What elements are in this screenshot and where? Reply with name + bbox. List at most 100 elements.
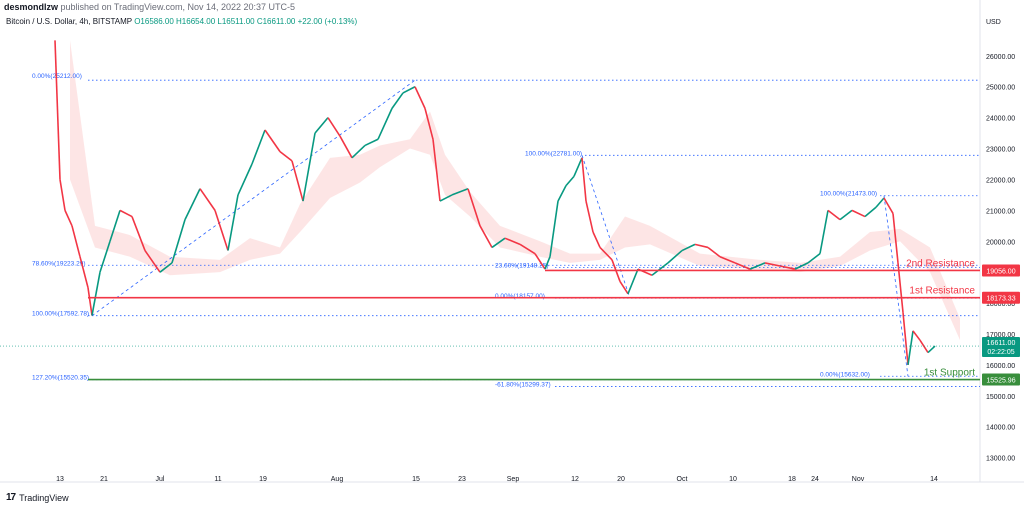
y-tick-label: 22000.00 bbox=[986, 177, 1015, 184]
fib-level-label: 0.00%(15632.00) bbox=[820, 371, 870, 378]
price-segment bbox=[565, 175, 575, 187]
price-segment bbox=[619, 281, 629, 295]
price-segment bbox=[827, 209, 841, 221]
y-tick-label: 24000.00 bbox=[986, 116, 1015, 123]
price-segment bbox=[764, 262, 781, 267]
price-segment bbox=[875, 197, 885, 208]
price-tag-bg bbox=[982, 264, 1020, 277]
fib-level-label: 100.00%(22781.00) bbox=[525, 150, 582, 157]
price-segment bbox=[87, 287, 93, 316]
fib-level-label: 100.00%(21473.00) bbox=[820, 191, 877, 198]
y-tick-label: 20000.00 bbox=[986, 239, 1015, 246]
price-segment bbox=[681, 243, 696, 252]
price-segment bbox=[592, 231, 601, 248]
price-segment bbox=[557, 185, 567, 202]
price-segment bbox=[892, 213, 899, 263]
x-tick-label: 11 bbox=[214, 476, 221, 483]
key-level-label: 1st Resistance bbox=[909, 286, 975, 297]
key-level-label: 1st Support bbox=[924, 368, 975, 379]
price-segment bbox=[549, 200, 559, 257]
y-tick-label: 26000.00 bbox=[986, 54, 1015, 61]
price-segment bbox=[667, 249, 683, 264]
price-segment bbox=[264, 129, 281, 153]
price-segment bbox=[707, 246, 721, 258]
price-segment bbox=[351, 144, 366, 159]
price-segment bbox=[585, 200, 594, 233]
price-segment bbox=[131, 216, 146, 251]
price-segment bbox=[184, 188, 201, 220]
current-price-tag-bg bbox=[982, 337, 1020, 358]
price-segment bbox=[851, 209, 866, 218]
price-segment bbox=[439, 194, 453, 202]
price-segment bbox=[504, 237, 521, 246]
price-segment bbox=[237, 163, 253, 196]
y-tick-label: 16000.00 bbox=[986, 363, 1015, 370]
price-segment bbox=[519, 243, 536, 255]
price-segment bbox=[651, 262, 669, 276]
price-segment bbox=[432, 139, 441, 202]
y-tick-label: 25000.00 bbox=[986, 85, 1015, 92]
price-segment bbox=[402, 86, 416, 94]
candle-timer: 02:22:05 bbox=[987, 349, 1014, 356]
price-segment bbox=[54, 40, 61, 180]
price-segment bbox=[581, 157, 587, 202]
x-tick-label: 13 bbox=[56, 476, 64, 483]
price-segment bbox=[59, 179, 66, 211]
price-segment bbox=[864, 206, 877, 218]
price-segment bbox=[734, 262, 751, 270]
y-tick-label: 17000.00 bbox=[986, 332, 1015, 339]
x-tick-label: 23 bbox=[458, 476, 466, 483]
price-segment bbox=[227, 194, 239, 251]
fib-level-label: 0.00%(18157.00) bbox=[495, 293, 545, 300]
price-segment bbox=[79, 256, 89, 288]
fib-level-label: 100.00%(17592.78) bbox=[32, 311, 89, 318]
price-segment bbox=[314, 117, 329, 134]
price-segment bbox=[719, 255, 736, 264]
price-segment bbox=[71, 225, 81, 257]
price-segment bbox=[214, 210, 229, 251]
price-segment bbox=[883, 197, 894, 214]
publish-header: desmondlzw published on TradingView.com,… bbox=[4, 2, 295, 12]
symbol-title[interactable]: Bitcoin / U.S. Dollar, 4h, BITSTAMP bbox=[6, 17, 132, 26]
price-segment bbox=[839, 209, 853, 221]
price-segment bbox=[694, 243, 709, 249]
author-name[interactable]: desmondlzw bbox=[4, 2, 59, 12]
fib-level-label: 23.60%(19148.25) bbox=[495, 263, 549, 270]
price-segment bbox=[424, 108, 434, 140]
fib-level-label: -61.80%(15299.37) bbox=[495, 382, 551, 389]
price-segment bbox=[479, 225, 493, 248]
price-tag-bg bbox=[982, 291, 1020, 304]
x-tick-label: 20 bbox=[617, 476, 625, 483]
fib-trend-line bbox=[581, 155, 631, 299]
price-segment bbox=[99, 241, 111, 273]
fib-trend-line bbox=[91, 79, 416, 317]
tradingview-footer[interactable]: 17 TradingView bbox=[6, 492, 69, 503]
price-segment bbox=[902, 312, 909, 365]
symbol-legend: Bitcoin / U.S. Dollar, 4h, BITSTAMP O165… bbox=[6, 17, 357, 26]
price-segment bbox=[339, 135, 353, 159]
price-segment bbox=[807, 253, 821, 264]
price-segment bbox=[199, 188, 216, 211]
fib-level-label: 127.20%(15520.35) bbox=[32, 375, 89, 382]
price-segment bbox=[119, 209, 133, 218]
price-segment bbox=[159, 262, 173, 273]
price-segment bbox=[467, 188, 481, 227]
y-tick-label: 15000.00 bbox=[986, 394, 1015, 401]
price-segment bbox=[627, 268, 639, 295]
price-segment bbox=[534, 253, 546, 270]
x-tick-label: 24 bbox=[811, 476, 819, 483]
y-tick-label: 18000.00 bbox=[986, 301, 1015, 308]
price-segment bbox=[302, 132, 316, 202]
tradingview-brand: TradingView bbox=[19, 492, 69, 503]
ohlc-values: O16586.00 H16654.00 L16511.00 C16611.00 … bbox=[134, 17, 358, 26]
x-tick-label: 15 bbox=[412, 476, 420, 483]
x-tick-label: 21 bbox=[100, 476, 108, 483]
y-tick-label: 23000.00 bbox=[986, 147, 1015, 154]
price-segment bbox=[391, 92, 404, 109]
price-segment bbox=[907, 330, 914, 366]
price-segment bbox=[279, 151, 293, 162]
publish-info: published on TradingView.com, Nov 14, 20… bbox=[60, 2, 296, 12]
current-price-tag: 16611.00 bbox=[987, 340, 1016, 347]
price-segment bbox=[919, 339, 929, 353]
